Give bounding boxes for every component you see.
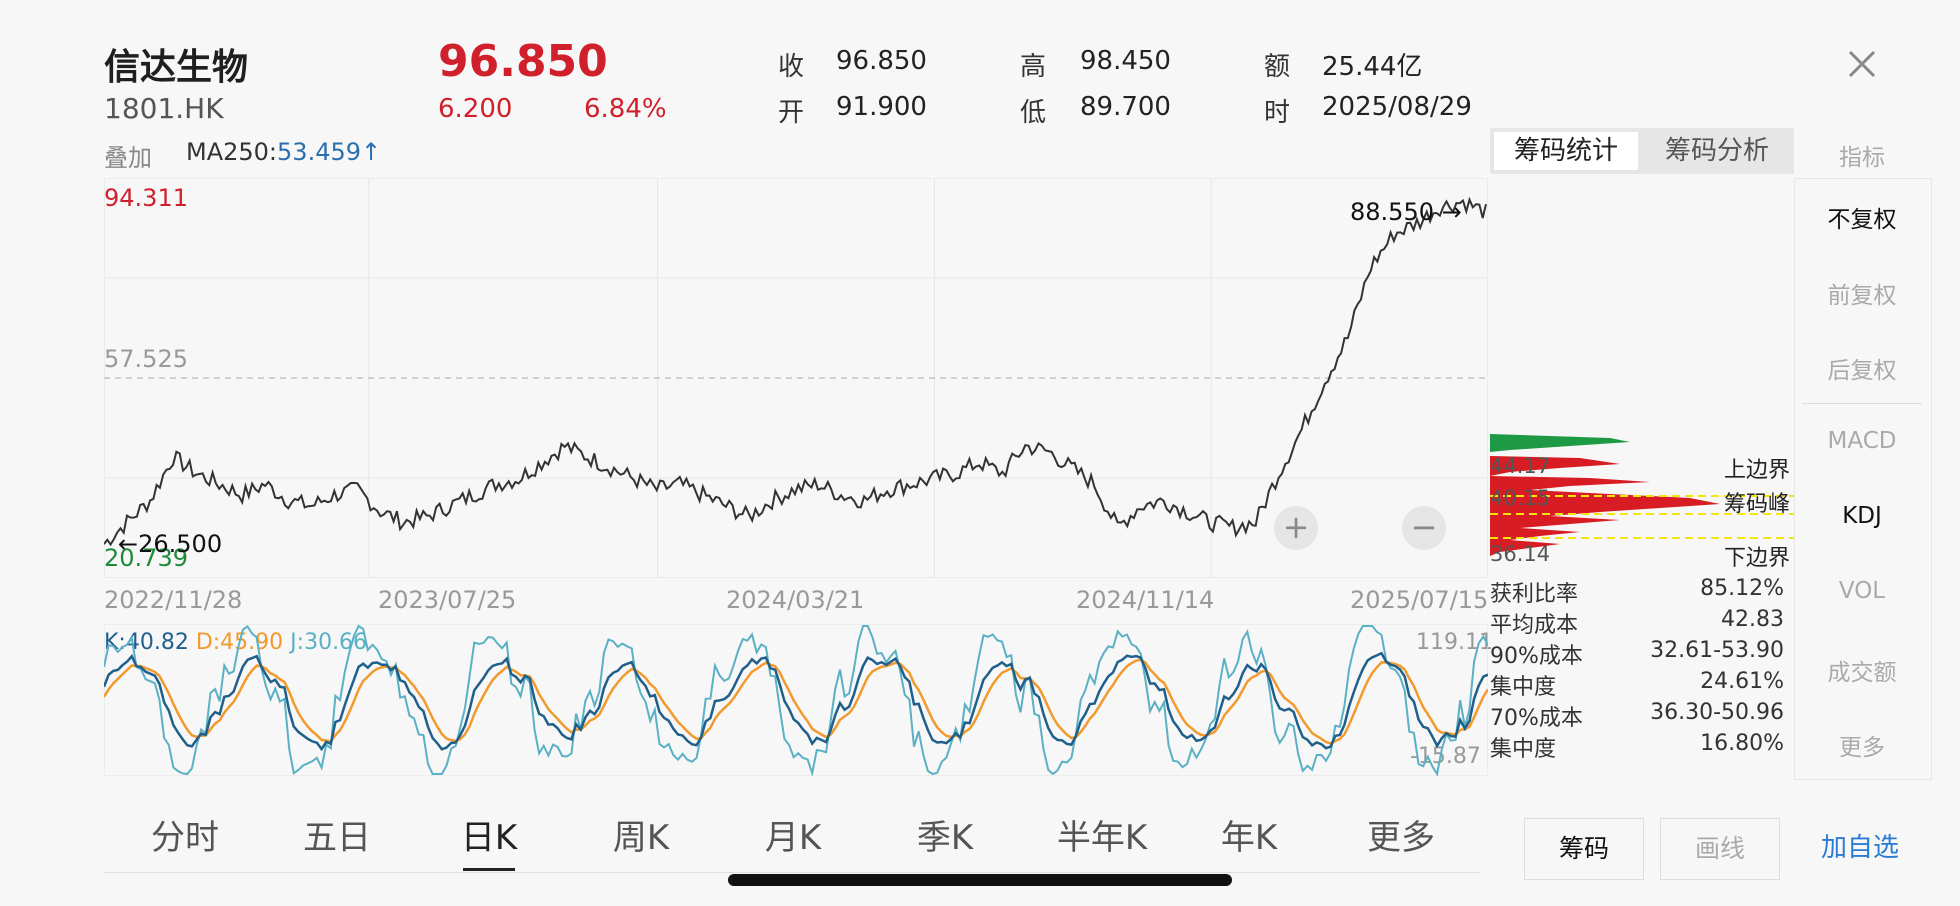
tab-period-5day[interactable]: 五日 (303, 818, 371, 858)
quote-label-time: 时 (1264, 98, 1291, 128)
stock-name: 信达生物 (104, 47, 249, 88)
chip-stat-label: 70%成本 (1490, 706, 1583, 731)
chip-stat-value: 36.30-50.96 (1650, 700, 1784, 725)
tab-period-day[interactable]: 日K (460, 818, 518, 858)
chip-stat-label: 集中度 (1490, 737, 1557, 762)
chip-distribution-chart (1490, 434, 1794, 556)
x-tick-label: 2024/03/21 (726, 586, 865, 614)
sidebar-item-kdj[interactable]: KDJ (1842, 503, 1882, 529)
quote-value-open: 91.900 (836, 92, 927, 122)
quote-value-high: 98.450 (1080, 46, 1171, 76)
chips-button[interactable]: 筹码 (1524, 818, 1644, 880)
high-annotation: 88.550 → (1350, 198, 1462, 226)
draw-line-button[interactable]: 画线 (1660, 818, 1780, 880)
chip-stat-row: 平均成本 42.83 (1490, 607, 1784, 638)
chip-peak-price: 40.15 (1490, 486, 1551, 510)
sidebar-item-macd[interactable]: MACD (1827, 428, 1897, 454)
quote-value-low: 89.700 (1080, 92, 1171, 122)
zoom-out-button[interactable]: − (1402, 506, 1446, 550)
chip-upper-price: 44.17 (1490, 454, 1551, 478)
price-change: 6.200 (438, 94, 513, 124)
current-price: 96.850 (438, 36, 608, 87)
price-line (104, 196, 1487, 547)
price-change-pct: 6.84% (584, 94, 667, 124)
chip-stat-label: 平均成本 (1490, 613, 1579, 638)
low-annotation: ←26.500 (118, 530, 223, 558)
kdj-j-line (104, 624, 1488, 776)
chip-stat-value: 24.61% (1700, 669, 1784, 694)
y-mid-label: 57.525 (104, 345, 188, 373)
period-tabs-divider (104, 872, 1480, 873)
sidebar-item-turnover[interactable]: 成交额 (1827, 660, 1897, 686)
quote-value-amount: 25.44亿 (1322, 52, 1423, 82)
quote-label-open: 开 (778, 98, 805, 128)
overlay-button[interactable]: 叠加 (104, 144, 152, 172)
sidebar-item-forward-adjust[interactable]: 前复权 (1827, 283, 1897, 309)
close-icon[interactable] (1842, 44, 1882, 84)
add-watchlist-button[interactable]: 加自选 (1820, 833, 1899, 863)
chip-stat-row: 90%成本 32.61-53.90 (1490, 638, 1784, 669)
x-tick-label: 2022/11/28 (104, 586, 243, 614)
chip-stat-row: 集中度 24.61% (1490, 669, 1784, 700)
stock-code: 1801.HK (104, 92, 224, 125)
quote-label-high: 高 (1020, 52, 1047, 82)
ma250-value: 53.459↑ (277, 138, 382, 166)
tab-period-intraday[interactable]: 分时 (151, 818, 219, 858)
quote-label-amount: 额 (1264, 52, 1291, 82)
y-min-label: 20.739 (104, 544, 188, 572)
tab-chip-stats[interactable]: 筹码统计 (1494, 132, 1638, 170)
chip-stat-label: 90%成本 (1490, 644, 1583, 669)
tab-period-year[interactable]: 年K (1220, 818, 1278, 858)
tab-period-more[interactable]: 更多 (1367, 818, 1435, 858)
chip-profit-area (1490, 434, 1630, 452)
home-indicator (728, 874, 1232, 886)
quote-value-close: 96.850 (836, 46, 927, 76)
sidebar-item-backward-adjust[interactable]: 后复权 (1827, 358, 1897, 384)
chip-stat-value: 32.61-53.90 (1650, 638, 1784, 663)
chip-loss-area (1490, 456, 1720, 556)
quote-label-close: 收 (778, 52, 805, 82)
indicator-panel (1794, 178, 1932, 780)
x-tick-label: 2023/07/25 (378, 586, 517, 614)
kdj-k-line (104, 651, 1488, 752)
chip-stat-row: 70%成本 36.30-50.96 (1490, 700, 1784, 731)
chip-stat-label: 集中度 (1490, 675, 1557, 700)
chip-peak-label: 筹码峰 (1724, 492, 1791, 517)
chip-lower-label: 下边界 (1724, 546, 1791, 571)
indicator-title: 指标 (1839, 145, 1885, 171)
zoom-in-button[interactable]: + (1274, 506, 1318, 550)
tab-period-week[interactable]: 周K (612, 818, 670, 858)
kdj-chart[interactable] (104, 624, 1488, 776)
ma250-indicator: MA250:53.459↑ (186, 138, 381, 166)
sidebar-divider (1802, 403, 1922, 404)
sidebar-item-vol[interactable]: VOL (1838, 578, 1886, 604)
sidebar-item-more[interactable]: 更多 (1839, 735, 1885, 761)
price-chart[interactable] (104, 178, 1488, 578)
chip-stat-label: 获利比率 (1490, 582, 1579, 607)
tab-chip-analysis[interactable]: 筹码分析 (1664, 136, 1769, 166)
chip-stat-row: 获利比率 85.12% (1490, 576, 1784, 607)
chip-stat-value: 85.12% (1700, 576, 1784, 601)
quote-label-low: 低 (1020, 98, 1047, 128)
tab-period-halfyear[interactable]: 半年K (1056, 818, 1148, 858)
ma250-label: MA250: (186, 138, 278, 166)
price-chart-grid (104, 178, 1488, 578)
active-tab-underline (463, 868, 515, 871)
tab-period-quarter[interactable]: 季K (916, 818, 974, 858)
x-tick-label: 2024/11/14 (1076, 586, 1215, 614)
quote-value-time: 2025/08/29 (1322, 92, 1472, 122)
x-tick-label: 2025/07/15 (1350, 586, 1489, 614)
chip-stat-value: 42.83 (1721, 607, 1784, 632)
chip-stat-value: 16.80% (1700, 731, 1784, 756)
sidebar-item-no-adjust[interactable]: 不复权 (1827, 207, 1897, 233)
chip-stat-row: 集中度 16.80% (1490, 731, 1784, 762)
chip-lower-price: 36.14 (1490, 542, 1551, 566)
kdj-d-line (104, 658, 1488, 745)
y-max-label: 94.311 (104, 184, 188, 212)
chip-upper-label: 上边界 (1724, 458, 1791, 483)
tab-period-month[interactable]: 月K (764, 818, 822, 858)
